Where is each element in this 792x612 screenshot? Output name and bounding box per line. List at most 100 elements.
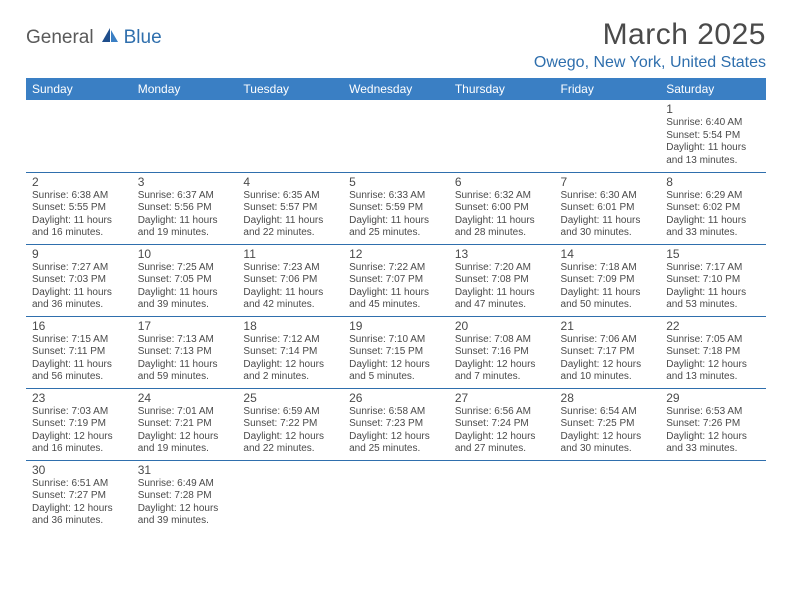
day-number: 10 — [138, 247, 232, 261]
day-number: 24 — [138, 391, 232, 405]
calendar-cell: 30Sunrise: 6:51 AMSunset: 7:27 PMDayligh… — [26, 460, 132, 532]
sunrise-line: Sunrise: 6:33 AM — [349, 190, 443, 203]
day-number: 8 — [666, 175, 760, 189]
daylight-line-2: and 53 minutes. — [666, 299, 760, 312]
calendar-cell: 10Sunrise: 7:25 AMSunset: 7:05 PMDayligh… — [132, 244, 238, 316]
calendar-cell: 13Sunrise: 7:20 AMSunset: 7:08 PMDayligh… — [449, 244, 555, 316]
calendar-cell: 18Sunrise: 7:12 AMSunset: 7:14 PMDayligh… — [237, 316, 343, 388]
calendar-cell: 28Sunrise: 6:54 AMSunset: 7:25 PMDayligh… — [555, 388, 661, 460]
header: General Blue March 2025 Owego, New York,… — [26, 18, 766, 72]
sunset-line: Sunset: 6:00 PM — [455, 202, 549, 215]
sunset-line: Sunset: 7:14 PM — [243, 346, 337, 359]
sunset-line: Sunset: 7:10 PM — [666, 274, 760, 287]
day-number: 1 — [666, 102, 760, 116]
sunrise-line: Sunrise: 7:17 AM — [666, 262, 760, 275]
calendar-cell — [449, 460, 555, 532]
location: Owego, New York, United States — [534, 54, 766, 72]
daylight-line: Daylight: 11 hours — [243, 287, 337, 300]
sunrise-line: Sunrise: 7:03 AM — [32, 406, 126, 419]
sunrise-line: Sunrise: 7:18 AM — [561, 262, 655, 275]
day-number: 23 — [32, 391, 126, 405]
sunset-line: Sunset: 7:22 PM — [243, 418, 337, 431]
calendar-cell — [132, 100, 238, 172]
logo-text-general: General — [26, 27, 94, 49]
sunrise-line: Sunrise: 6:40 AM — [666, 117, 760, 130]
sunset-line: Sunset: 7:18 PM — [666, 346, 760, 359]
daylight-line: Daylight: 11 hours — [32, 359, 126, 372]
calendar-cell — [555, 460, 661, 532]
sunset-line: Sunset: 7:26 PM — [666, 418, 760, 431]
daylight-line-2: and 13 minutes. — [666, 155, 760, 168]
calendar-cell — [555, 100, 661, 172]
sunset-line: Sunset: 7:23 PM — [349, 418, 443, 431]
sunrise-line: Sunrise: 7:01 AM — [138, 406, 232, 419]
calendar-cell: 11Sunrise: 7:23 AMSunset: 7:06 PMDayligh… — [237, 244, 343, 316]
day-number: 9 — [32, 247, 126, 261]
daylight-line-2: and 36 minutes. — [32, 515, 126, 528]
daylight-line: Daylight: 11 hours — [666, 142, 760, 155]
sunset-line: Sunset: 7:25 PM — [561, 418, 655, 431]
daylight-line-2: and 30 minutes. — [561, 227, 655, 240]
daylight-line: Daylight: 12 hours — [243, 431, 337, 444]
calendar-cell: 5Sunrise: 6:33 AMSunset: 5:59 PMDaylight… — [343, 172, 449, 244]
daylight-line: Daylight: 12 hours — [32, 431, 126, 444]
calendar-header-row: SundayMondayTuesdayWednesdayThursdayFrid… — [26, 78, 766, 100]
sunrise-line: Sunrise: 6:37 AM — [138, 190, 232, 203]
daylight-line: Daylight: 11 hours — [455, 215, 549, 228]
day-header: Saturday — [660, 78, 766, 100]
day-number: 28 — [561, 391, 655, 405]
day-number: 27 — [455, 391, 549, 405]
day-number: 3 — [138, 175, 232, 189]
logo: General Blue — [26, 26, 162, 49]
sunrise-line: Sunrise: 6:58 AM — [349, 406, 443, 419]
sunset-line: Sunset: 7:21 PM — [138, 418, 232, 431]
daylight-line-2: and 16 minutes. — [32, 443, 126, 456]
daylight-line: Daylight: 12 hours — [561, 359, 655, 372]
calendar-cell: 4Sunrise: 6:35 AMSunset: 5:57 PMDaylight… — [237, 172, 343, 244]
sunset-line: Sunset: 7:15 PM — [349, 346, 443, 359]
calendar-cell: 3Sunrise: 6:37 AMSunset: 5:56 PMDaylight… — [132, 172, 238, 244]
day-header: Sunday — [26, 78, 132, 100]
daylight-line-2: and 42 minutes. — [243, 299, 337, 312]
day-number: 7 — [561, 175, 655, 189]
day-header: Thursday — [449, 78, 555, 100]
day-number: 25 — [243, 391, 337, 405]
daylight-line-2: and 30 minutes. — [561, 443, 655, 456]
month-title: March 2025 — [534, 18, 766, 52]
calendar-cell — [26, 100, 132, 172]
sunrise-line: Sunrise: 6:51 AM — [32, 478, 126, 491]
day-number: 19 — [349, 319, 443, 333]
day-number: 20 — [455, 319, 549, 333]
calendar-cell — [343, 460, 449, 532]
sunset-line: Sunset: 6:01 PM — [561, 202, 655, 215]
daylight-line: Daylight: 12 hours — [455, 431, 549, 444]
sunset-line: Sunset: 6:02 PM — [666, 202, 760, 215]
daylight-line: Daylight: 12 hours — [455, 359, 549, 372]
daylight-line: Daylight: 12 hours — [666, 359, 760, 372]
sunrise-line: Sunrise: 7:27 AM — [32, 262, 126, 275]
day-number: 31 — [138, 463, 232, 477]
daylight-line-2: and 22 minutes. — [243, 443, 337, 456]
daylight-line-2: and 13 minutes. — [666, 371, 760, 384]
daylight-line: Daylight: 11 hours — [243, 215, 337, 228]
daylight-line: Daylight: 11 hours — [138, 359, 232, 372]
sunrise-line: Sunrise: 6:53 AM — [666, 406, 760, 419]
calendar-cell — [660, 460, 766, 532]
sunrise-line: Sunrise: 6:54 AM — [561, 406, 655, 419]
title-block: March 2025 Owego, New York, United State… — [534, 18, 766, 72]
daylight-line-2: and 19 minutes. — [138, 443, 232, 456]
calendar-row: 2Sunrise: 6:38 AMSunset: 5:55 PMDaylight… — [26, 172, 766, 244]
daylight-line: Daylight: 11 hours — [138, 215, 232, 228]
day-number: 21 — [561, 319, 655, 333]
daylight-line-2: and 10 minutes. — [561, 371, 655, 384]
day-number: 13 — [455, 247, 549, 261]
calendar-cell: 14Sunrise: 7:18 AMSunset: 7:09 PMDayligh… — [555, 244, 661, 316]
sunset-line: Sunset: 7:27 PM — [32, 490, 126, 503]
day-number: 17 — [138, 319, 232, 333]
daylight-line-2: and 33 minutes. — [666, 443, 760, 456]
calendar-cell: 16Sunrise: 7:15 AMSunset: 7:11 PMDayligh… — [26, 316, 132, 388]
sunrise-line: Sunrise: 7:12 AM — [243, 334, 337, 347]
daylight-line-2: and 2 minutes. — [243, 371, 337, 384]
calendar-row: 30Sunrise: 6:51 AMSunset: 7:27 PMDayligh… — [26, 460, 766, 532]
daylight-line-2: and 27 minutes. — [455, 443, 549, 456]
